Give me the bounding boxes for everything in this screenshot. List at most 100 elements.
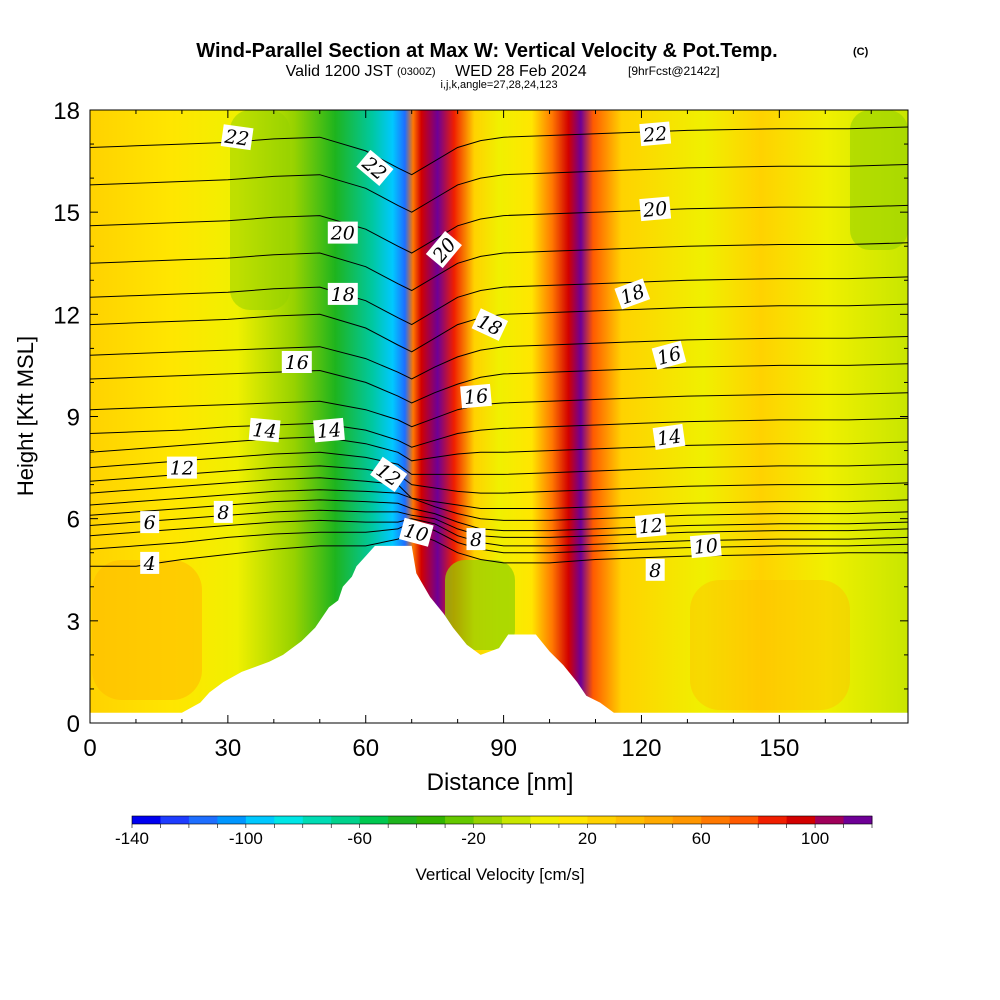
contour-label: 20 xyxy=(327,221,358,245)
contour-label: 16 xyxy=(460,383,492,409)
x-tick-label: 60 xyxy=(352,735,379,762)
contour-label: 10 xyxy=(398,517,434,547)
terrain-mask xyxy=(90,545,908,723)
colorbar-swatch xyxy=(359,816,389,824)
contour-label: 12 xyxy=(634,513,667,539)
contour-label: 8 xyxy=(466,528,486,551)
y-tick-label: 3 xyxy=(67,609,80,636)
y-tick-label: 12 xyxy=(53,302,80,329)
theta-contour xyxy=(90,489,908,521)
colorbar-swatch xyxy=(843,816,873,824)
theta-contour xyxy=(90,336,908,380)
contour-label-text: 20 xyxy=(641,198,668,222)
contour-label-text: 8 xyxy=(217,502,229,524)
x-tick-label: 120 xyxy=(621,735,661,762)
contour-label-box xyxy=(398,517,434,547)
contour-label-box xyxy=(356,149,394,186)
contour-label-text: 14 xyxy=(252,419,278,443)
contour-label-text: 8 xyxy=(470,529,482,551)
contour-label-text: 14 xyxy=(656,425,683,450)
x-tick-label: 90 xyxy=(490,735,517,762)
contour-label: 4 xyxy=(140,551,160,575)
colorbar-swatch xyxy=(644,816,674,824)
contour-label-text: 4 xyxy=(143,553,156,575)
colorbar-tick-label: -140 xyxy=(115,829,149,848)
colorbar-tick-label: 20 xyxy=(578,829,597,848)
colorbar-tick-label: 60 xyxy=(692,829,711,848)
colorbar-swatch xyxy=(388,816,418,824)
contour-label-box xyxy=(466,528,486,551)
colorbar-tick-label: -20 xyxy=(461,829,486,848)
contour-label: 22 xyxy=(220,124,254,151)
colorbar-swatch xyxy=(672,816,702,824)
colorbar-tick-label: -100 xyxy=(229,829,263,848)
contour-label-text: 14 xyxy=(316,419,342,443)
contour-label-box xyxy=(651,340,687,370)
contour-label-box xyxy=(614,278,651,310)
colorbar-swatch xyxy=(274,816,304,824)
contour-label-box xyxy=(645,558,665,581)
y-tick-label: 0 xyxy=(67,711,80,738)
colorbar-ticks: -140 -100 -60 -20 20 60 100 xyxy=(115,824,873,848)
theta-contour xyxy=(90,509,908,538)
lee-downdraft-patch xyxy=(445,560,515,650)
colorbar-swatch xyxy=(132,816,161,824)
y-tick-label: 18 xyxy=(53,98,80,125)
contour-label-box xyxy=(313,417,345,443)
theta-contour xyxy=(90,477,908,509)
contour-label: 12 xyxy=(166,456,197,480)
theta-contour xyxy=(90,465,908,494)
low-level-updraft-patch xyxy=(92,560,202,700)
contour-label: 16 xyxy=(281,351,312,374)
colorbar-swatch xyxy=(758,816,788,824)
contour-label-box xyxy=(140,511,160,534)
contour-label-box xyxy=(327,221,358,244)
contour-label-text: 16 xyxy=(285,352,309,374)
contour-label: 14 xyxy=(313,417,345,443)
y-tick-label: 6 xyxy=(67,507,80,534)
contour-label-box xyxy=(634,513,667,538)
colorbar-tick-label: 100 xyxy=(801,829,829,848)
theta-contour xyxy=(90,303,908,353)
contour-label-box xyxy=(460,383,492,409)
colorbar-swatch xyxy=(502,816,531,824)
y-tick-label: 9 xyxy=(67,405,80,432)
theta-contour xyxy=(90,499,908,532)
colorbar-swatch xyxy=(445,816,475,824)
theta-contour xyxy=(90,518,908,547)
contour-label-box xyxy=(327,282,358,305)
contour-label: 8 xyxy=(213,500,233,524)
contour-label-text: 10 xyxy=(693,535,719,559)
colorbar-swatch xyxy=(701,816,731,824)
colorbar xyxy=(131,815,873,825)
contour-label-text: 6 xyxy=(144,512,156,534)
contour-label-box xyxy=(639,121,672,147)
contour-label-text: 22 xyxy=(222,125,250,150)
subtitle-grid-indices: i,j,k,angle=27,28,24,123 xyxy=(440,79,557,91)
contour-label-box xyxy=(471,308,509,341)
colorbar-swatch xyxy=(615,816,645,824)
contour-label-text: 16 xyxy=(463,385,489,409)
theta-contours xyxy=(90,126,908,567)
theta-contour xyxy=(90,417,908,448)
colorbar-tick-label: -60 xyxy=(347,829,372,848)
contour-label: 14 xyxy=(248,417,281,443)
theta-contour xyxy=(90,531,908,567)
contour-label-box xyxy=(639,196,672,222)
contour-label-text: 18 xyxy=(331,284,355,306)
contour-label-box xyxy=(220,124,254,151)
contour-label-box xyxy=(689,533,722,559)
colorbar-swatch xyxy=(786,816,816,824)
subtitle-utc: (0300Z) xyxy=(397,66,436,78)
chart-title: Wind-Parallel Section at Max W: Vertical… xyxy=(196,40,777,62)
colorbar-swatch xyxy=(558,816,588,824)
colorbar-swatch xyxy=(302,816,332,824)
x-tick-label: 150 xyxy=(759,735,799,762)
subtitle-date: WED 28 Feb 2024 xyxy=(455,63,587,80)
colorbar-swatch xyxy=(188,816,218,824)
x-axis-label: Distance [nm] xyxy=(427,769,574,796)
contour-label-box xyxy=(140,551,160,574)
colorbar-label: Vertical Velocity [cm/s] xyxy=(415,865,584,884)
theta-contour xyxy=(90,242,908,292)
